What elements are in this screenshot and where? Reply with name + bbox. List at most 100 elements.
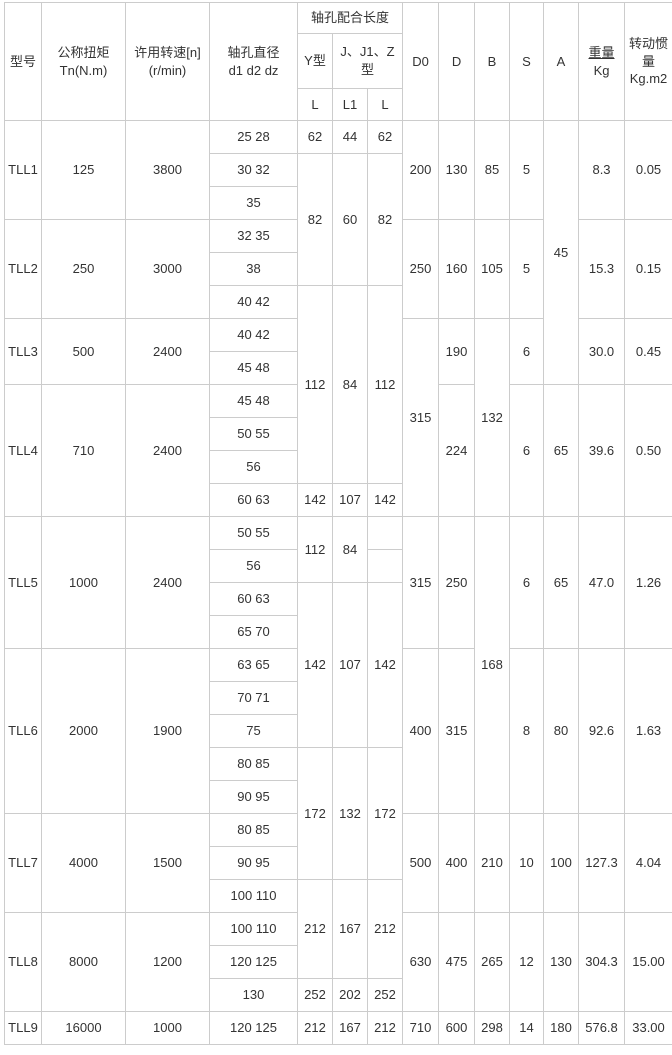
cell-d0: 200 <box>402 120 440 220</box>
cell-l-z: 82 <box>366 153 404 286</box>
cell-d0: 250 <box>402 219 440 319</box>
cell-model: TLL9 <box>4 1011 42 1045</box>
cell-bore: 35 <box>209 186 298 220</box>
cell-l-z: 112 <box>366 285 404 484</box>
cell-model: TLL2 <box>4 219 42 319</box>
cell-s: 6 <box>509 318 545 385</box>
cell-a: 100 <box>543 813 580 913</box>
header-bore-line1: 轴孔直径 <box>227 44 280 60</box>
cell-s: 14 <box>509 1011 545 1045</box>
cell-bore: 75 <box>209 714 298 748</box>
header-weight-line2: Kg <box>593 62 610 78</box>
table-row: 56 <box>5 450 672 484</box>
cell-bore: 30 32 <box>209 153 298 187</box>
cell-d: 224 <box>438 384 476 517</box>
cell-bore: 50 55 <box>209 417 298 451</box>
cell-l-z: 212 <box>366 879 404 979</box>
coupling-spec-table: 型号 公称扭矩 Tn(N.m) 许用转速[n] (r/min) 轴孔直径 d1 … <box>4 2 672 1045</box>
cell-s: 5 <box>509 219 545 319</box>
cell-inertia: 0.05 <box>624 120 672 220</box>
cell-bore: 100 110 <box>209 912 298 946</box>
table-row: 90 95 <box>5 780 672 814</box>
cell-bore: 120 125 <box>209 945 298 979</box>
cell-d: 130 <box>438 120 476 220</box>
cell-l-y: 62 <box>297 120 333 154</box>
cell-model: TLL7 <box>4 813 42 913</box>
cell-bore: 45 48 <box>209 384 298 418</box>
cell-weight: 304.3 <box>578 912 626 1012</box>
cell-l1: 132 <box>332 747 368 880</box>
cell-d0: 315 <box>402 516 440 649</box>
cell-weight: 47.0 <box>578 516 626 649</box>
cell-l1: 167 <box>332 1011 368 1045</box>
cell-l-z <box>366 549 404 583</box>
cell-inertia: 1.26 <box>624 516 672 649</box>
cell-bore: 45 48 <box>209 351 298 385</box>
cell-d0: 630 <box>402 912 440 1012</box>
cell-l1: 44 <box>332 120 368 154</box>
table-row: TLL3 500 2400 40 42 315 190 132 6 30.0 0… <box>4 318 672 517</box>
cell-a: 65 <box>543 384 580 517</box>
table-row: 65 70 <box>5 615 672 649</box>
cell-bore: 50 55 <box>209 516 298 550</box>
cell-model: TLL6 <box>4 648 42 814</box>
header-l-z: L <box>366 88 404 121</box>
cell-b: 168 <box>474 516 511 814</box>
header-inertia-line1: 转动惯量 <box>629 36 669 69</box>
cell-bore: 100 110 <box>209 879 298 913</box>
cell-inertia: 15.00 <box>624 912 672 1012</box>
cell-model: TLL3 <box>4 318 42 385</box>
header-speed: 许用转速[n] (r/min) <box>125 2 210 121</box>
table-row: 60 63 142 107 142 <box>5 582 672 748</box>
cell-bore: 65 70 <box>209 615 298 649</box>
cell-d: 400 <box>438 813 476 913</box>
cell-d: 475 <box>438 912 476 1012</box>
cell-bore: 90 95 <box>209 780 298 814</box>
cell-weight: 39.6 <box>578 384 626 517</box>
table-row: 60 63 142 107 142 <box>5 483 672 517</box>
table-row: TLL5 1000 2400 50 55 112 84 315 250 168 … <box>4 516 672 814</box>
table-row: 130 252 202 252 <box>5 978 672 1012</box>
cell-model: TLL5 <box>4 516 42 649</box>
table-row: 90 95 <box>5 846 672 880</box>
cell-weight: 576.8 <box>578 1011 626 1045</box>
cell-b: 132 <box>474 318 511 517</box>
cell-l1: 107 <box>332 483 368 517</box>
cell-weight: 92.6 <box>578 648 626 814</box>
cell-torque: 8000 <box>41 912 126 1012</box>
header-torque-line1: 公称扭矩 <box>57 44 110 60</box>
cell-l-z: 212 <box>366 1011 404 1045</box>
cell-l-y: 112 <box>297 516 333 583</box>
cell-torque: 250 <box>41 219 126 319</box>
cell-bore: 40 42 <box>209 318 298 352</box>
table-row: 30 32 82 60 82 <box>5 153 672 286</box>
cell-l1: 167 <box>332 879 368 979</box>
cell-weight: 127.3 <box>578 813 626 913</box>
table-row: 100 110 212 167 212 <box>5 879 672 979</box>
cell-d: 160 <box>438 219 476 319</box>
cell-torque: 500 <box>41 318 126 385</box>
cell-speed: 2400 <box>125 516 210 649</box>
header-weight-line1: 重量 <box>588 44 615 60</box>
cell-speed: 1900 <box>125 648 210 814</box>
cell-bore: 120 125 <box>209 1011 298 1045</box>
cell-s: 12 <box>509 912 545 1012</box>
table-row: TLL4 710 2400 45 48 224 6 65 39.6 0.50 <box>4 384 672 517</box>
cell-d: 600 <box>438 1011 476 1045</box>
cell-l-z: 62 <box>366 120 404 154</box>
cell-bore: 60 63 <box>209 582 298 616</box>
header-inertia-line2: Kg.m2 <box>629 71 668 87</box>
cell-inertia: 4.04 <box>624 813 672 913</box>
cell-b: 105 <box>474 219 511 319</box>
cell-a: 130 <box>543 912 580 1012</box>
cell-l-z: 252 <box>366 978 404 1012</box>
table-row: 80 85 172 132 172 <box>5 747 672 880</box>
header-weight: 重量 Kg <box>578 2 626 121</box>
cell-inertia: 0.45 <box>624 318 672 385</box>
cell-inertia: 0.50 <box>624 384 672 517</box>
cell-s: 5 <box>509 120 545 220</box>
cell-torque: 710 <box>41 384 126 517</box>
cell-bore: 25 28 <box>209 120 298 154</box>
cell-weight: 15.3 <box>578 219 626 319</box>
